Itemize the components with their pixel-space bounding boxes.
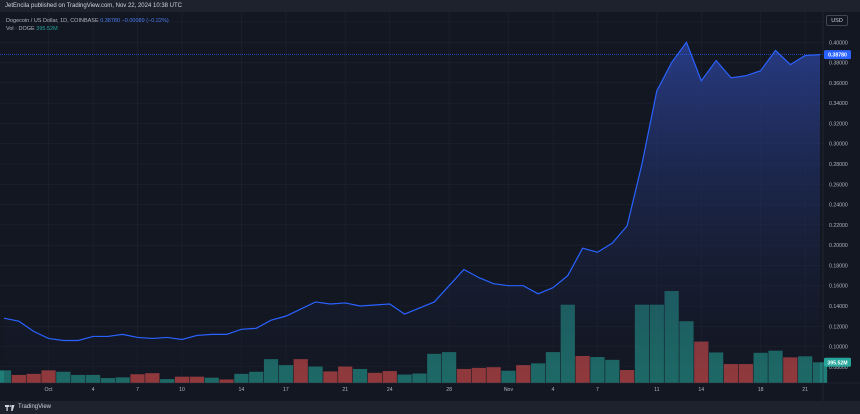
time-axis[interactable]: Oct 4 7 10 14 17 21 24 28 Nov 4 7 11 14 18 21 <box>0 382 860 393</box>
time-tick-label: Oct <box>44 387 53 393</box>
time-tick-label: Nov <box>504 387 514 393</box>
legend-last: 0.38780 <box>100 18 121 24</box>
price-tick-label: 0.30000 <box>829 142 848 148</box>
time-tick-label: 4 <box>552 387 555 393</box>
time-tick-label: 14 <box>238 387 244 393</box>
tradingview-logo-icon <box>5 404 15 411</box>
price-tick-label: 0.40000 <box>829 40 848 46</box>
publish-header: JetEncila published on TradingView.com, … <box>0 0 860 12</box>
time-tick-label: 21 <box>802 387 808 393</box>
value-badges: 0.38780 395.52M <box>824 50 851 367</box>
price-tick-label: 0.10000 <box>829 345 848 351</box>
price-tick-label: 0.32000 <box>829 121 848 127</box>
legend-vol-label: Vol · DOGE <box>6 26 35 32</box>
legend-symbol: Dogecoin / US Dollar, 1D, COINBASE <box>6 18 99 24</box>
time-tick-label: 17 <box>283 387 289 393</box>
price-tick-label: 0.14000 <box>829 304 848 310</box>
time-tick-label: 4 <box>92 387 95 393</box>
price-tick-label: 0.12000 <box>829 324 848 330</box>
tradingview-logo[interactable]: TradingView <box>5 401 51 414</box>
time-tick-label: 24 <box>387 387 393 393</box>
price-tick-label: 0.36000 <box>829 81 848 87</box>
tradingview-brand: TradingView <box>18 404 52 410</box>
time-tick-label: 21 <box>342 387 348 393</box>
chart-legend: Dogecoin / US Dollar, 1D, COINBASE 0.387… <box>6 17 169 33</box>
price-tick-label: 0.26000 <box>829 182 848 188</box>
price-tick-label: 0.18000 <box>829 263 848 269</box>
time-tick-label: 11 <box>654 387 659 393</box>
legend-volume-row: Vol · DOGE 395.52M <box>6 25 169 33</box>
price-tick-label: 0.28000 <box>829 162 848 168</box>
last-price-badge <box>824 50 851 60</box>
time-tick-label: 10 <box>179 387 185 393</box>
time-tick-label: 28 <box>446 387 452 393</box>
chart-area[interactable]: 0.420000.400000.380000.360000.340000.320… <box>0 12 860 401</box>
footer: TradingView <box>0 401 860 414</box>
price-tick-label: 0.24000 <box>829 203 848 209</box>
price-chart[interactable]: 0.420000.400000.380000.360000.340000.320… <box>0 12 860 401</box>
price-tick-label: 0.34000 <box>829 101 848 107</box>
price-tick-label: 0.38000 <box>829 61 848 67</box>
time-tick-label: 7 <box>596 387 599 393</box>
volume-badge-label: 395.52M <box>827 360 847 366</box>
legend-change: −0.00089 (−0.22%) <box>121 18 169 24</box>
price-line <box>3 41 821 342</box>
price-tick-label: 0.16000 <box>829 284 848 290</box>
publish-info: JetEncila published on TradingView.com, … <box>5 3 182 9</box>
time-tick-label: 14 <box>698 387 704 393</box>
price-tick-label: 0.20000 <box>829 243 848 249</box>
last-price-badge-label: 0.38780 <box>828 53 847 59</box>
price-tick-label: 0.22000 <box>829 223 848 229</box>
legend-vol-value: 395.52M <box>36 26 58 32</box>
currency-button[interactable]: USD <box>826 15 848 26</box>
legend-symbol-row: Dogecoin / US Dollar, 1D, COINBASE 0.387… <box>6 17 169 25</box>
time-tick-label: 18 <box>758 387 764 393</box>
time-tick-label: 7 <box>136 387 139 393</box>
volume-badge <box>824 357 851 367</box>
price-axis[interactable]: 0.420000.400000.380000.360000.340000.320… <box>822 12 848 401</box>
price-tick-label: 0.08000 <box>829 365 848 371</box>
price-area <box>4 42 820 383</box>
